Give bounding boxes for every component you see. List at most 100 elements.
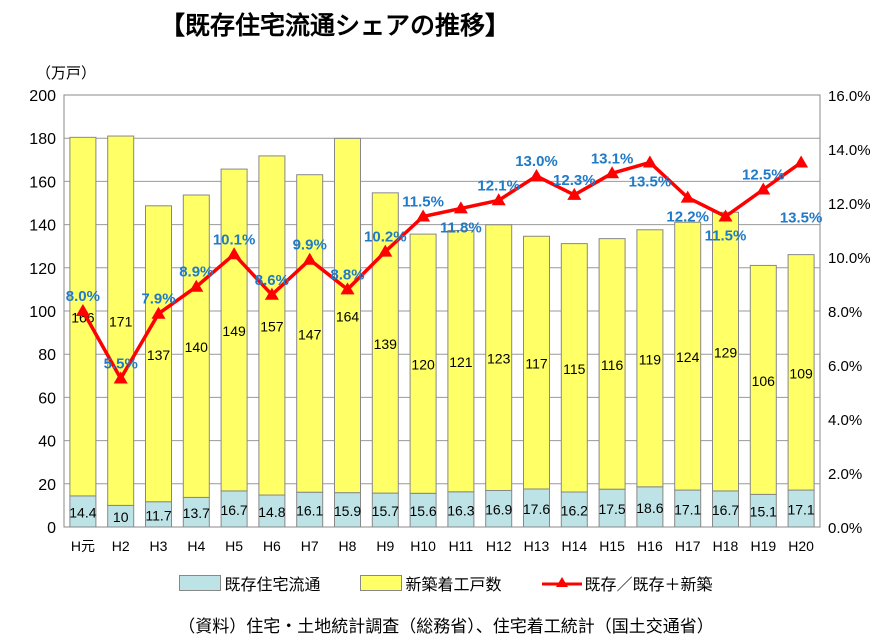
line-marker: [75, 304, 90, 316]
data-label-share: 13.0%: [515, 153, 558, 170]
data-label-existing: 17.5: [598, 501, 625, 517]
data-label-existing: 16.7: [712, 502, 739, 518]
legend-item-new: 新築着工戸数: [360, 571, 502, 595]
legend: 既存住宅流通 新築着工戸数 既存／既存＋新築: [0, 571, 892, 595]
data-label-share: 9.9%: [293, 237, 327, 254]
data-label-share: 12.1%: [477, 177, 520, 194]
data-label-existing: 16.1: [296, 503, 323, 519]
data-label-existing: 11.7: [145, 507, 171, 523]
data-label-new: 124: [676, 349, 700, 365]
data-label-new: 109: [789, 365, 813, 381]
data-label-new: 147: [298, 326, 322, 342]
data-label-new: 137: [147, 347, 171, 363]
data-label-existing: 14.4: [69, 504, 96, 520]
right-tick-label: 12.0%: [828, 196, 871, 213]
line-marker: [794, 155, 809, 168]
bar-existing: [220, 490, 248, 528]
bar-new: [258, 155, 286, 496]
data-label-share: 12.2%: [666, 209, 709, 226]
bar-new: [712, 211, 739, 492]
x-tick-label: H7: [301, 538, 319, 554]
right-tick-label: 10.0%: [828, 250, 871, 267]
line-marker: [340, 282, 355, 295]
data-label-share: 8.6%: [255, 272, 289, 289]
data-label-new: 116: [601, 357, 624, 373]
data-label-new: 123: [487, 351, 511, 367]
x-tick-label: H17: [675, 538, 701, 554]
line-marker: [453, 201, 468, 214]
data-label-new: 149: [222, 323, 246, 339]
line-marker: [189, 279, 204, 292]
left-axis-unit: （万戸）: [36, 64, 97, 82]
right-tick-label: 6.0%: [828, 358, 862, 375]
x-tick-label: H13: [524, 538, 550, 554]
x-tick-label: H9: [376, 538, 394, 554]
chart-svg: 0 20 40 60 80 100 120 140 160 180 200 0.0% 2.0% 4.0% 6…: [29, 88, 871, 554]
line-marker: [680, 190, 695, 203]
right-tick-label: 2.0%: [828, 466, 862, 483]
line-marker: [529, 169, 544, 181]
data-label-share: 13.5%: [629, 174, 672, 191]
line-marker: [227, 247, 242, 260]
source-note: （資料）住宅・土地統計調査（総務省）、住宅着工統計（国土交通省）: [178, 617, 714, 637]
line-marker: [378, 244, 393, 257]
data-label-existing: 15.9: [334, 503, 361, 519]
data-label-share: 13.5%: [780, 210, 823, 227]
line-share: [81, 160, 803, 383]
data-label-existing: 13.7: [183, 505, 210, 521]
legend-label-existing: 既存住宅流通: [224, 575, 321, 594]
legend-line-marker-icon: [541, 577, 582, 587]
bar-existing: [674, 489, 702, 528]
data-label-share: 11.8%: [440, 219, 482, 236]
line-marker: [302, 252, 317, 265]
x-tick-label: H2: [112, 538, 130, 554]
bar-new: [598, 238, 626, 490]
data-label-new: 117: [525, 356, 548, 372]
x-tick-label: H11: [449, 538, 474, 554]
data-label-share: 7.9%: [141, 291, 175, 308]
bar-new: [296, 174, 324, 493]
data-label-existing: 16.2: [561, 503, 588, 519]
legend-label-share: 既存／既存＋新築: [584, 575, 713, 594]
bar-existing: [258, 494, 286, 528]
bar-new: [409, 233, 437, 494]
data-label-new: 119: [639, 351, 662, 367]
data-label-new: 121: [449, 354, 473, 370]
left-tick-label: 20: [38, 477, 56, 494]
bar-existing: [409, 492, 437, 528]
data-label-share: 12.5%: [742, 167, 785, 184]
data-label-existing: 10: [113, 509, 129, 525]
data-label-existing: 15.6: [409, 503, 436, 519]
bar-new: [447, 229, 475, 493]
x-tick-label: H16: [637, 538, 663, 554]
data-label-existing: 17.6: [523, 501, 550, 517]
x-tick-label: H20: [788, 538, 814, 554]
left-tick-label: 40: [38, 434, 56, 451]
line-marker: [756, 182, 771, 195]
x-tick-label: H12: [486, 538, 512, 554]
right-tick-label: 16.0%: [828, 88, 871, 105]
left-tick-label: 180: [29, 131, 56, 148]
line-marker: [605, 166, 620, 179]
right-tick-label: 8.0%: [828, 304, 862, 321]
bar-existing: [787, 489, 815, 528]
bar-new: [334, 137, 361, 494]
x-tick-label: H8: [339, 538, 357, 554]
data-label-existing: 15.1: [750, 504, 777, 520]
x-tick-label: H4: [187, 538, 205, 554]
data-label-new: 129: [714, 345, 738, 361]
line-marker: [151, 306, 166, 319]
left-tick-label: 60: [38, 390, 56, 407]
legend-swatch-new: [360, 575, 403, 591]
bar-new: [220, 168, 248, 492]
bar-new: [636, 229, 664, 488]
legend-swatch-existing: [179, 575, 222, 591]
right-tick-label: 4.0%: [828, 412, 862, 429]
bar-existing: [560, 491, 588, 528]
line-marker: [416, 209, 431, 222]
bar-new: [485, 224, 513, 491]
left-tick-label: 120: [29, 261, 56, 278]
bar-new: [674, 221, 702, 491]
data-label-existing: 14.8: [258, 504, 285, 520]
data-label-new: 120: [411, 357, 435, 373]
